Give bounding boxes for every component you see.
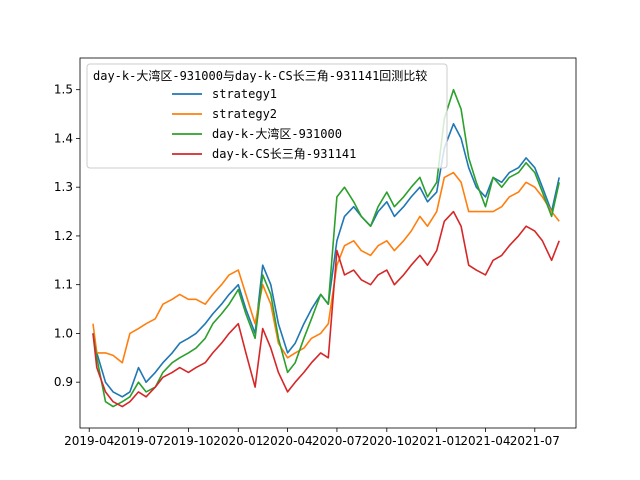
x-tick-label: 2021-01 xyxy=(412,434,462,448)
x-tick-label: 2021-04 xyxy=(460,434,510,448)
x-tick-label: 2019-10 xyxy=(163,434,213,448)
legend-label-2: strategy2 xyxy=(212,107,277,121)
x-tick-label: 2021-07 xyxy=(510,434,560,448)
series-line-2 xyxy=(92,171,560,364)
y-tick-label: 0.9 xyxy=(54,375,73,389)
y-axis: 0.9 1.0 1.1 1.2 1.3 1.4 1.5 xyxy=(54,83,80,389)
x-tick-label: 2020-10 xyxy=(362,434,412,448)
legend: day-k-大湾区-931000与day-k-CS长三角-931141回测比较 … xyxy=(86,63,448,169)
legend-label-1: strategy1 xyxy=(212,87,277,101)
legend-label-4: day-k-CS长三角-931141 xyxy=(212,147,356,161)
legend-title: day-k-大湾区-931000与day-k-CS长三角-931141回测比较 xyxy=(93,68,427,83)
series-line-3 xyxy=(92,88,560,408)
x-axis: 2019-04 2019-07 2019-10 2020-01 2020-04 2020-… xyxy=(64,428,560,448)
y-tick-label: 1.1 xyxy=(54,278,73,292)
series-lines-group xyxy=(92,88,560,408)
legend-entries: strategy1 strategy2 day-k-大湾区-931000 day-k-… xyxy=(172,87,356,161)
y-tick-label: 1.3 xyxy=(54,180,73,194)
y-tick-label: 1.2 xyxy=(54,229,73,243)
y-tick-label: 1.0 xyxy=(54,326,73,340)
legend-label-3: day-k-大湾区-931000 xyxy=(212,126,342,141)
series-line-4 xyxy=(92,210,560,408)
x-tick-label: 2020-04 xyxy=(263,434,313,448)
y-tick-label: 1.5 xyxy=(54,83,73,97)
x-tick-label: 2019-04 xyxy=(64,434,114,448)
y-tick-label: 1.4 xyxy=(54,131,73,145)
axes-frame xyxy=(79,57,577,429)
legend-box xyxy=(86,63,448,169)
x-tick-label: 2020-07 xyxy=(312,434,362,448)
x-tick-label: 2019-07 xyxy=(113,434,163,448)
x-tick-label: 2020-01 xyxy=(213,434,263,448)
